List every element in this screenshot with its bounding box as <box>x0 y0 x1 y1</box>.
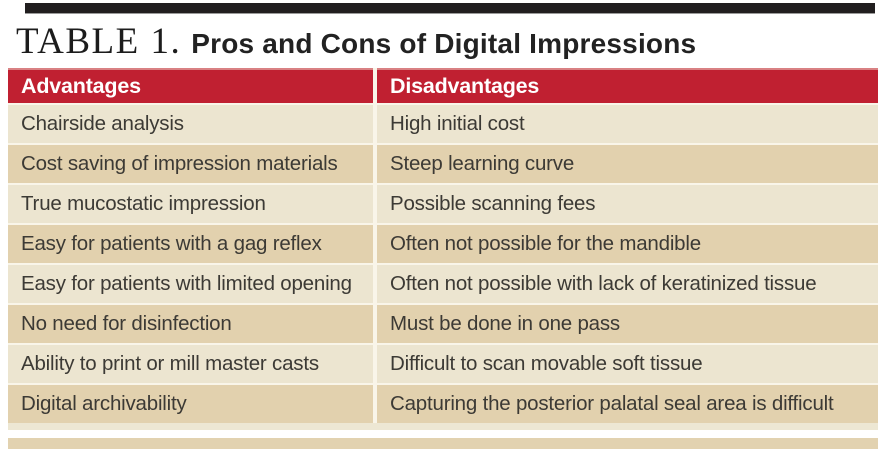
advantage-cell: Easy for patients with a gag reflex <box>8 225 373 263</box>
disadvantage-cell: High initial cost <box>377 105 878 143</box>
advantage-cell: Easy for patients with limited opening <box>8 265 373 303</box>
advantage-cell: Cost saving of impression materials <box>8 145 373 183</box>
header-cell-advantages: Advantages <box>8 68 373 103</box>
header-cell-disadvantages: Disadvantages <box>377 68 878 103</box>
disadvantage-cell: Steep learning curve <box>377 145 878 183</box>
disadvantage-cell: Often not possible for the mandible <box>377 225 878 263</box>
top-rule-bar <box>25 3 875 13</box>
disadvantage-cell: Possible scanning fees <box>377 185 878 223</box>
table-header-row: Advantages Disadvantages <box>8 68 878 103</box>
disadvantage-cell: Often not possible with lack of keratini… <box>377 265 878 303</box>
advantage-cell: True mucostatic impression <box>8 185 373 223</box>
table-title-number: TABLE 1. <box>16 21 182 62</box>
table-row: Easy for patients with a gag reflex Ofte… <box>8 225 878 263</box>
table-bottom-edge <box>8 423 878 430</box>
table-body: Chairside analysis High initial cost Cos… <box>8 105 878 423</box>
pros-cons-table: Advantages Disadvantages Chairside analy… <box>8 68 878 430</box>
table-row: True mucostatic impression Possible scan… <box>8 185 878 223</box>
advantage-cell: Ability to print or mill master casts <box>8 345 373 383</box>
disadvantage-cell: Must be done in one pass <box>377 305 878 343</box>
advantage-cell: Digital archivability <box>8 385 373 423</box>
table-title: TABLE 1. Pros and Cons of Digital Impres… <box>16 20 696 63</box>
disadvantage-cell: Difficult to scan movable soft tissue <box>377 345 878 383</box>
table-row: Easy for patients with limited opening O… <box>8 265 878 303</box>
advantage-cell: No need for disinfection <box>8 305 373 343</box>
table-row: Ability to print or mill master casts Di… <box>8 345 878 383</box>
table-row: No need for disinfection Must be done in… <box>8 305 878 343</box>
table-row: Digital archivability Capturing the post… <box>8 385 878 423</box>
table-title-text: Pros and Cons of Digital Impressions <box>191 28 697 59</box>
disadvantage-cell: Capturing the posterior palatal seal are… <box>377 385 878 423</box>
bottom-strip <box>8 438 878 449</box>
table-row: Cost saving of impression materials Stee… <box>8 145 878 183</box>
advantage-cell: Chairside analysis <box>8 105 373 143</box>
table-row: Chairside analysis High initial cost <box>8 105 878 143</box>
